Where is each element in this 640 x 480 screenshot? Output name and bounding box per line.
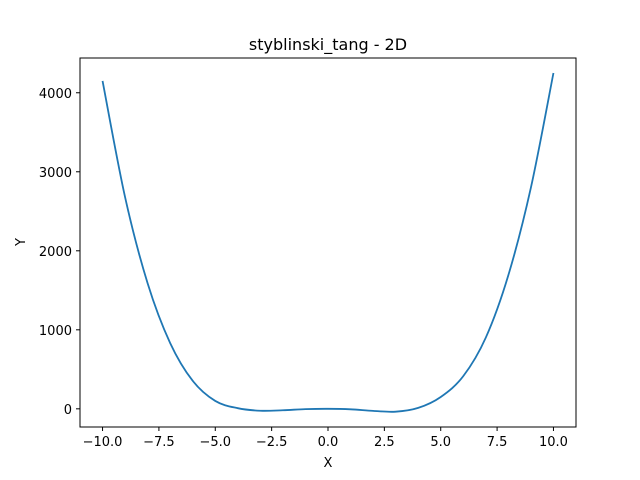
x-tick-label: 0.0 bbox=[318, 435, 339, 450]
y-tick-label: 4000 bbox=[39, 87, 72, 102]
chart-title: styblinski_tang - 2D bbox=[249, 35, 407, 55]
x-tick-label: 5.0 bbox=[430, 435, 451, 450]
x-tick-label: −7.5 bbox=[143, 435, 175, 450]
y-axis: 0 1000 2000 3000 4000 bbox=[39, 87, 80, 418]
y-tick-label: 2000 bbox=[39, 245, 72, 260]
y-axis-label: Y bbox=[14, 238, 29, 247]
x-tick-label: 10.0 bbox=[539, 435, 568, 450]
x-tick-label: −10.0 bbox=[83, 435, 123, 450]
y-tick-label: 1000 bbox=[39, 324, 72, 339]
series-line bbox=[101, 72, 555, 413]
y-tick-label: 3000 bbox=[39, 166, 72, 181]
x-tick-label: −2.5 bbox=[256, 435, 288, 450]
x-tick-label: 7.5 bbox=[487, 435, 508, 450]
x-tick-label: 2.5 bbox=[374, 435, 395, 450]
plot-frame bbox=[79, 57, 577, 428]
x-axis: −10.0 −7.5 −5.0 −2.5 0.0 2.5 5.0 7.5 10.0 bbox=[83, 427, 568, 450]
x-tick-label: −5.0 bbox=[199, 435, 231, 450]
y-tick-label: 0 bbox=[64, 403, 72, 418]
x-axis-label: X bbox=[324, 456, 333, 471]
